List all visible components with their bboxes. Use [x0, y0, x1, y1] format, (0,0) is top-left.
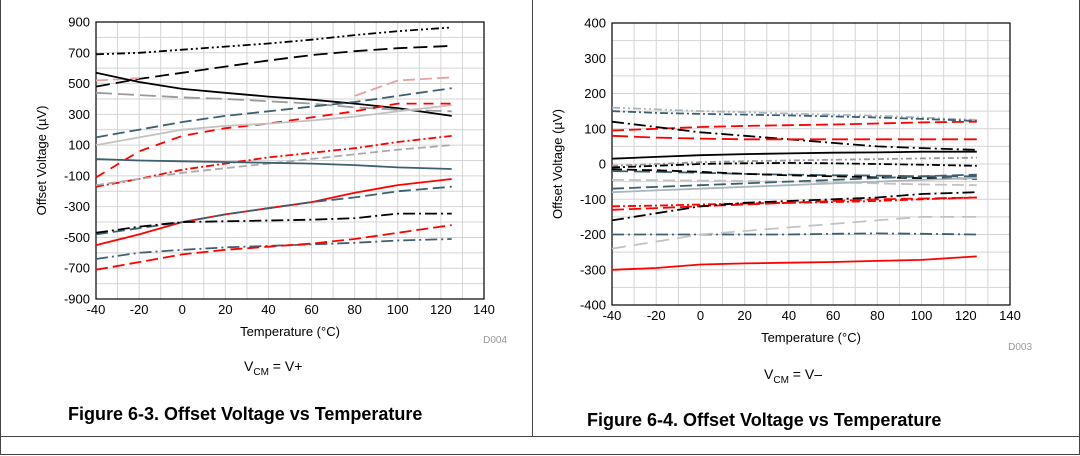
- series-line-10: [611, 168, 977, 180]
- series-line-11: [95, 158, 452, 170]
- series-line-12: [611, 173, 977, 190]
- x-tick-label: -40: [87, 302, 106, 317]
- series-line-1: [95, 26, 452, 56]
- x-tick-label: 60: [304, 302, 318, 317]
- x-tick-label: 0: [697, 308, 704, 323]
- x-tick-label: 40: [261, 302, 275, 317]
- figure-caption-6-4: Figure 6-4. Offset Voltage vs Temperatur…: [587, 410, 942, 430]
- y-tick-label: -500: [64, 230, 90, 245]
- series-line-15: [611, 196, 977, 211]
- y-tick-label: 300: [68, 107, 90, 122]
- x-tick-label: 60: [826, 308, 840, 323]
- series-line-16: [95, 224, 452, 271]
- series-line-4: [611, 120, 977, 151]
- y-tick-label: -100: [64, 168, 90, 183]
- x-axis-label: Temperature (°C): [761, 330, 861, 345]
- y-tick-label: -100: [580, 192, 606, 207]
- series-line-16: [611, 191, 977, 222]
- series-line-18: [611, 216, 977, 250]
- x-tick-label: 80: [870, 308, 884, 323]
- series-line-3: [95, 76, 452, 97]
- x-tick-label: 0: [179, 302, 186, 317]
- series-line-4: [95, 71, 452, 117]
- series-line-5: [611, 134, 977, 141]
- y-tick-label: 200: [584, 86, 606, 101]
- series-line-17: [612, 232, 977, 236]
- series-line-1: [611, 106, 977, 121]
- figure-caption-6-3: Figure 6-3. Offset Voltage vs Temperatur…: [68, 404, 423, 424]
- y-axis-label: Offset Voltage (µV): [34, 106, 49, 216]
- x-tick-label: 120: [430, 302, 452, 317]
- x-tick-label: 20: [218, 302, 232, 317]
- series-line-2: [611, 110, 977, 122]
- x-tick-label: -40: [603, 308, 622, 323]
- x-tick-label: 40: [782, 308, 796, 323]
- condition-label-fig64: VCM = V–: [764, 366, 822, 386]
- figure-divider: [532, 0, 533, 436]
- y-tick-label: -900: [64, 292, 90, 307]
- plot-area-border: [611, 22, 1011, 306]
- series-line-2: [95, 45, 452, 88]
- x-tick-label: 140: [473, 302, 495, 317]
- y-tick-label: 100: [584, 121, 606, 136]
- chart-code-label: D004: [483, 335, 507, 346]
- series-line-9: [95, 135, 452, 188]
- y-tick-label: -700: [64, 261, 90, 276]
- x-tick-label: -20: [647, 308, 666, 323]
- figure-bottom-border: [0, 436, 1080, 437]
- y-tick-label: 0: [599, 157, 606, 172]
- series-line-5: [95, 91, 452, 113]
- y-tick-label: 400: [584, 16, 606, 31]
- y-tick-label: 300: [584, 51, 606, 66]
- x-axis-label: Temperature (°C): [240, 324, 340, 339]
- y-tick-label: 500: [68, 76, 90, 91]
- condition-label-fig63: VCM = V+: [244, 358, 303, 378]
- y-tick-label: 900: [68, 15, 90, 30]
- x-tick-label: 140: [999, 308, 1021, 323]
- y-tick-label: -200: [580, 227, 606, 242]
- plot-area-border: [95, 21, 485, 300]
- series-line-6: [611, 150, 977, 160]
- series-line-8: [611, 161, 977, 169]
- series-line-7: [611, 156, 977, 167]
- series-line-15: [95, 238, 452, 260]
- y-tick-label: 100: [68, 138, 90, 153]
- series-line-13: [95, 185, 452, 236]
- series-line-8: [95, 104, 452, 146]
- series-line-6: [95, 87, 452, 139]
- series-line-3: [611, 120, 977, 132]
- series-line-13: [611, 177, 977, 194]
- x-tick-label: 80: [347, 302, 361, 317]
- x-tick-label: 20: [737, 308, 751, 323]
- y-tick-label: -400: [580, 298, 606, 313]
- x-tick-label: 100: [387, 302, 409, 317]
- x-tick-label: -20: [130, 302, 149, 317]
- series-line-14: [95, 212, 452, 234]
- x-tick-label: 100: [911, 308, 933, 323]
- y-tick-label: 700: [68, 45, 90, 60]
- chart-code-label: D003: [1008, 342, 1032, 353]
- x-tick-label: 120: [955, 308, 977, 323]
- y-tick-label: -300: [64, 199, 90, 214]
- y-axis-label: Offset Voltage (µV): [550, 109, 565, 219]
- chart-offset-voltage-vcm-vplus: -900 -700 -500 -300 -100 100 300 500 700 900 -40 -2…: [34, 15, 507, 347]
- y-tick-label: -300: [580, 262, 606, 277]
- series-line-19: [611, 255, 977, 271]
